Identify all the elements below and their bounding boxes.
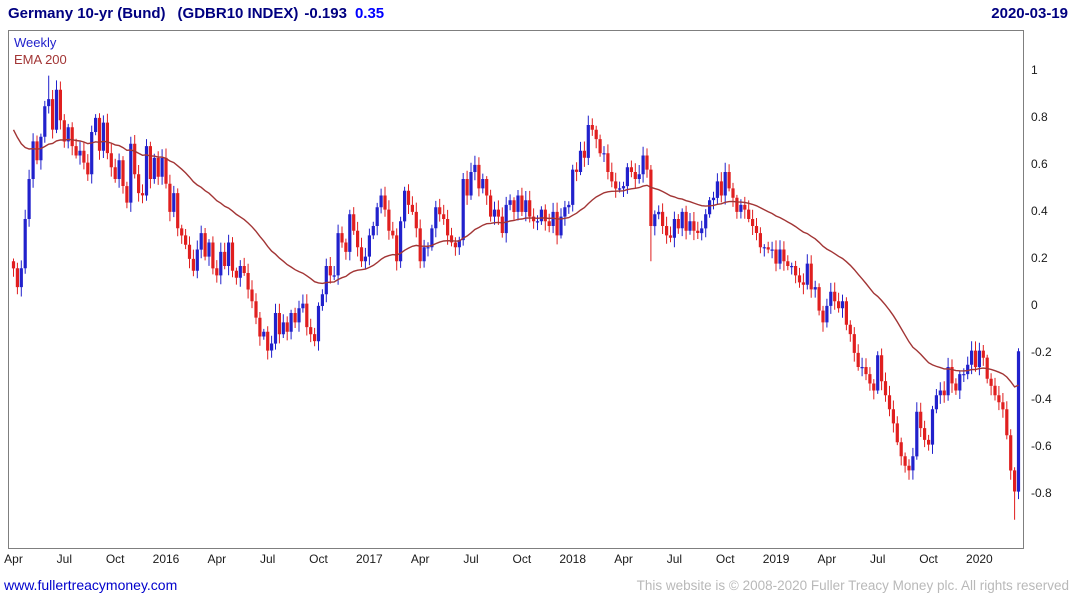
x-axis-label: Oct — [309, 552, 328, 566]
x-axis-label: Apr — [410, 552, 430, 566]
y-axis-label: 0.2 — [1031, 250, 1048, 265]
x-axis-label: 2019 — [762, 552, 790, 566]
x-axis-label: Jul — [56, 552, 72, 566]
y-axis-label: 0.6 — [1031, 156, 1048, 171]
x-axis-label: Jul — [870, 552, 886, 566]
x-axis-label: Apr — [207, 552, 227, 566]
y-axis-label: -0.2 — [1031, 344, 1052, 359]
timeframe-label: Weekly — [14, 35, 57, 50]
down-candle-wicks — [13, 81, 1016, 520]
x-axis-label: 2018 — [559, 552, 587, 566]
y-axis-label: 0 — [1031, 297, 1038, 312]
chart-date: 2020-03-19 — [991, 5, 1068, 22]
x-axis-label: Jul — [463, 552, 479, 566]
last-value: -0.193 — [304, 5, 347, 22]
plot-legend: Weekly EMA 200 — [14, 34, 67, 68]
x-axis-label: Oct — [919, 552, 938, 566]
ema-legend-label: EMA 200 — [14, 52, 67, 67]
website-link[interactable]: www.fullertreacymoney.com — [4, 577, 178, 593]
x-axis-label: Oct — [512, 552, 532, 566]
copyright-text: This website is © 2008-2020 Fuller Treac… — [636, 578, 1069, 593]
x-axis-label: Oct — [715, 552, 735, 566]
y-axis-label: -0.8 — [1031, 485, 1052, 500]
x-axis-label: 2020 — [966, 552, 993, 566]
page-footer: www.fullertreacymoney.com This website i… — [4, 577, 1069, 593]
y-axis-label: -0.4 — [1031, 391, 1052, 406]
ticker-symbol: (GDBR10 INDEX) — [177, 5, 299, 22]
chart-header: Germany 10-yr (Bund) (GDBR10 INDEX) -0.193… — [8, 5, 1068, 22]
y-axis-label: 1 — [1031, 62, 1038, 77]
instrument-name: Germany 10-yr (Bund) — [8, 5, 166, 22]
chart-title: Germany 10-yr (Bund) (GDBR10 INDEX) -0.193… — [8, 5, 384, 22]
x-axis-label: 2016 — [152, 552, 180, 566]
y-axis-label: 0.4 — [1031, 203, 1048, 218]
up-candle-bodies — [19, 89, 1021, 492]
x-axis-label: 2017 — [355, 552, 383, 566]
y-axis-label: 0.8 — [1031, 109, 1048, 124]
x-axis-label: Jul — [260, 552, 276, 566]
x-axis-label: Apr — [817, 552, 837, 566]
x-axis-label: Jul — [666, 552, 683, 566]
change-value: 0.35 — [354, 5, 385, 22]
candlestick-plot — [11, 75, 1021, 520]
x-axis-label: Apr — [4, 552, 23, 566]
x-axis-label: Apr — [614, 552, 633, 566]
y-axis-label: -0.6 — [1031, 438, 1052, 453]
plot-box: Weekly EMA 200 — [8, 30, 1024, 549]
x-axis-label: Oct — [105, 552, 125, 566]
ema-line — [12, 129, 1019, 388]
